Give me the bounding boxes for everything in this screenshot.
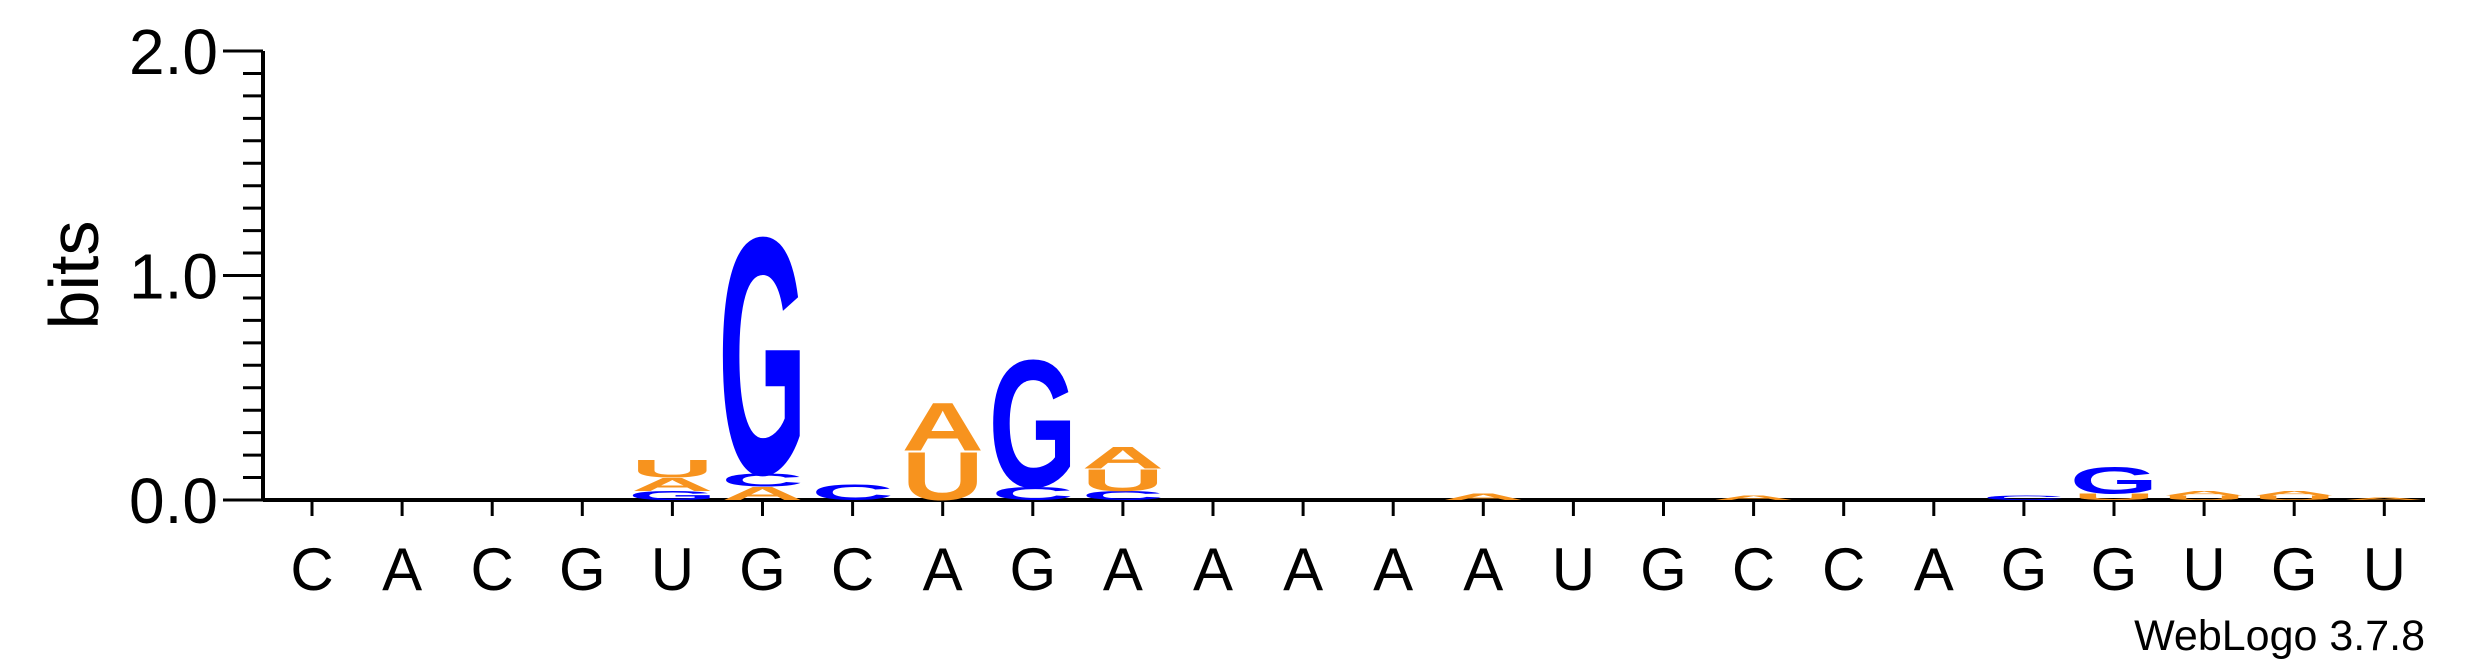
logo-letter-A: A	[1442, 492, 1524, 502]
x-tick-label: A	[1193, 536, 1233, 603]
logo-letter-C: C	[992, 483, 1074, 504]
logo-letter-G: G	[989, 324, 1078, 527]
logo-letter-U: U	[631, 455, 713, 483]
y-tick-label: 2.0	[129, 16, 218, 88]
x-tick-label: A	[1373, 536, 1413, 603]
logo-letter-U: U	[2253, 494, 2335, 501]
x-tick-label: G	[2271, 536, 2318, 603]
x-tick-label: A	[382, 536, 422, 603]
x-tick-label: A	[1283, 536, 1323, 603]
x-tick-label: A	[923, 536, 963, 603]
x-tick-label: G	[2091, 536, 2138, 603]
logo-letter-A: A	[2253, 490, 2335, 497]
logo-letter-A: A	[2163, 490, 2245, 497]
y-axis-label: bits	[35, 221, 113, 330]
logo-letter-U: U	[2073, 492, 2155, 502]
logo-letter-U: U	[1082, 462, 1164, 497]
logo-letter-G: G	[718, 166, 807, 545]
x-tick-label: G	[2001, 536, 2048, 603]
x-tick-label: U	[651, 536, 694, 603]
logo-letter-C: C	[1983, 494, 2065, 501]
x-tick-label: G	[739, 536, 786, 603]
x-tick-label: A	[1914, 536, 1954, 603]
x-tick-label: U	[2182, 536, 2225, 603]
logo-letter-C: C	[1082, 489, 1164, 503]
y-axis: 0.0 1.0 2.0	[129, 16, 265, 537]
x-tick-label: G	[559, 536, 606, 603]
x-tick-label: C	[471, 536, 514, 603]
x-tick-label: C	[831, 536, 874, 603]
logo-letter-A: A	[721, 483, 803, 504]
x-tick-label: C	[290, 536, 333, 603]
logo-letter-A: A	[2343, 497, 2425, 501]
x-tick-label: A	[1103, 536, 1143, 603]
logo-letter-A: A	[1082, 440, 1164, 475]
logo-letter-A: A	[1712, 494, 1794, 501]
x-tick-label: C	[1822, 536, 1865, 603]
logo-letter-C: C	[721, 470, 803, 491]
weblogo-credit: WebLogo 3.7.8	[2134, 612, 2425, 660]
logo-letter-G: G	[2070, 459, 2159, 501]
logo-letter-A: A	[902, 388, 984, 465]
x-tick-label: U	[2363, 536, 2406, 603]
logo-letter-U: U	[902, 438, 984, 515]
logo-letter-U: U	[2163, 494, 2245, 501]
x-tick-label: G	[1009, 536, 1056, 603]
logo-letter-G: G	[628, 489, 717, 503]
x-tick-label: G	[1640, 536, 1687, 603]
x-tick-label: A	[1463, 536, 1503, 603]
logo-letter-C: C	[811, 480, 893, 504]
y-tick-label: 0.0	[129, 465, 218, 537]
x-tick-label: C	[1732, 536, 1775, 603]
x-tick-label: U	[1552, 536, 1595, 603]
y-tick-label: 1.0	[129, 241, 218, 313]
logo-letter-A: A	[631, 474, 713, 495]
